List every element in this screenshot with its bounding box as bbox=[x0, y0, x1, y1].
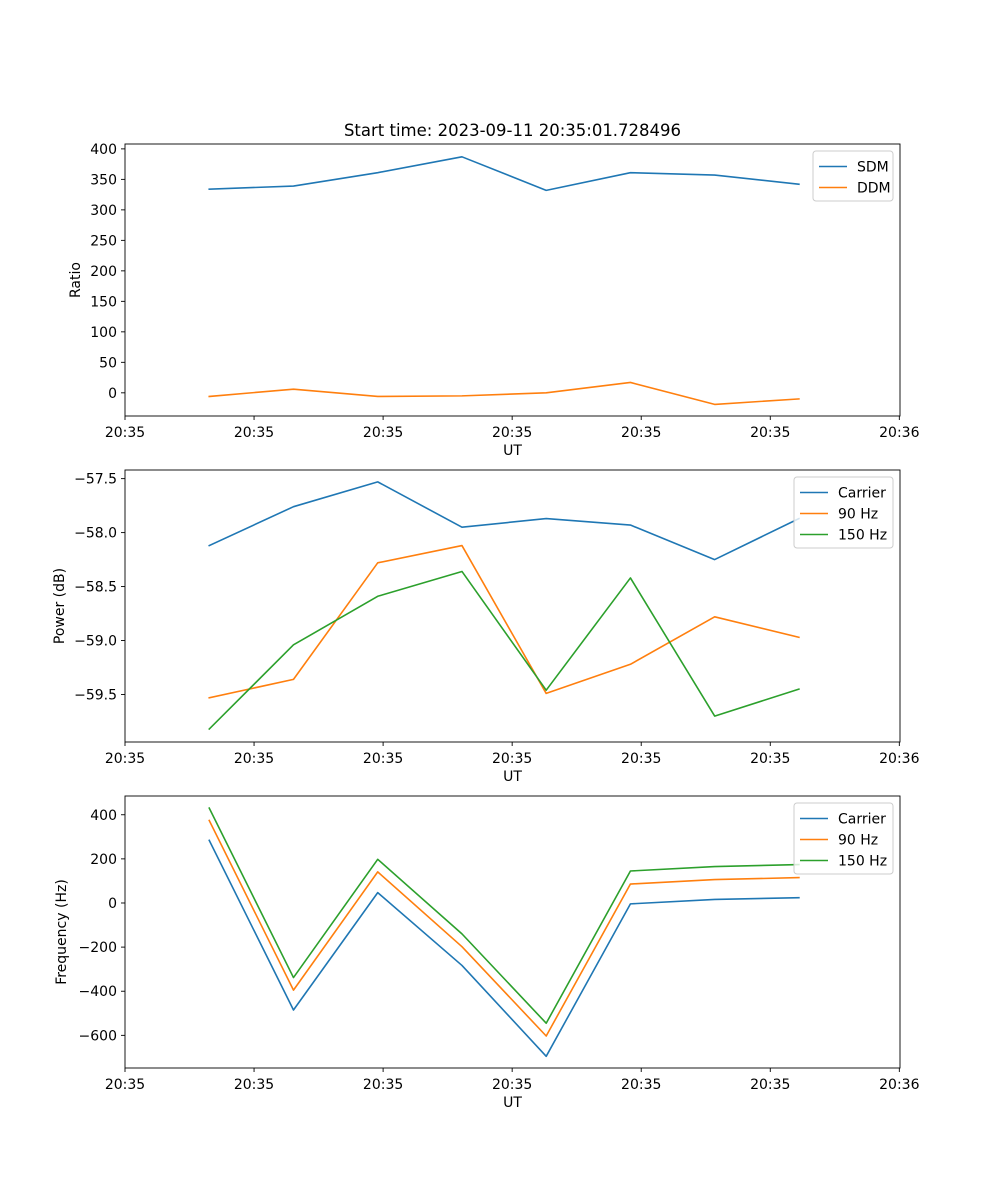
y-tick-label: 100 bbox=[90, 325, 117, 341]
y-tick-label: 300 bbox=[90, 203, 117, 219]
x-tick-label: 20:35 bbox=[363, 425, 403, 441]
y-axis-label: Power (dB) bbox=[52, 568, 68, 644]
series-line-carrier bbox=[208, 839, 800, 1058]
legend-entry-label: 150 Hz bbox=[838, 854, 887, 870]
x-tick-label: 20:35 bbox=[105, 751, 145, 767]
legend-entry-label: 90 Hz bbox=[838, 833, 878, 849]
legend-entry-label: 90 Hz bbox=[838, 507, 878, 523]
legend-box bbox=[793, 476, 894, 549]
series-line-90-hz bbox=[208, 819, 800, 1037]
y-tick-label: 50 bbox=[99, 355, 117, 371]
y-tick-label: −200 bbox=[79, 940, 117, 956]
x-tick-label: 20:35 bbox=[234, 425, 274, 441]
legend-box bbox=[793, 802, 894, 875]
frequency-panel: 20:35 20:35 20:35 20:35 20:35 20:35 20:36 −600 −… bbox=[54, 795, 920, 1111]
series-line-150-hz bbox=[208, 570, 800, 731]
y-tick-label: 400 bbox=[90, 808, 117, 824]
y-tick-label: 150 bbox=[90, 294, 117, 310]
y-axis-label: Ratio bbox=[68, 262, 84, 298]
x-axis-label: UT bbox=[503, 1095, 522, 1111]
axes-frame bbox=[124, 469, 901, 743]
x-tick-label: 20:35 bbox=[621, 425, 661, 441]
x-axis-label: UT bbox=[503, 443, 522, 459]
x-tick-label: 20:36 bbox=[879, 1077, 919, 1093]
power-panel: 20:35 20:35 20:35 20:35 20:35 20:35 20:36 −59.5… bbox=[52, 469, 920, 785]
x-tick-label: 20:35 bbox=[492, 1077, 532, 1093]
legend-entry-label: Carrier bbox=[838, 812, 886, 828]
y-tick-label: 200 bbox=[90, 852, 117, 868]
x-tick-label: 20:35 bbox=[750, 425, 790, 441]
y-tick-label: −58.0 bbox=[74, 526, 117, 542]
series-line-sdm bbox=[208, 156, 800, 192]
x-tick-label: 20:35 bbox=[492, 425, 532, 441]
x-tick-label: 20:35 bbox=[105, 425, 145, 441]
legend-entry-label: 150 Hz bbox=[838, 528, 887, 544]
y-tick-label: −59.0 bbox=[74, 634, 117, 650]
y-tick-label: −59.5 bbox=[74, 688, 117, 704]
series-line-carrier bbox=[208, 481, 800, 561]
x-tick-label: 20:35 bbox=[234, 751, 274, 767]
x-tick-label: 20:36 bbox=[879, 425, 919, 441]
x-tick-label: 20:35 bbox=[105, 1077, 145, 1093]
x-tick-label: 20:35 bbox=[363, 1077, 403, 1093]
y-axis-label: Frequency (Hz) bbox=[54, 879, 70, 985]
axes-frame bbox=[124, 143, 901, 417]
axes-frame bbox=[124, 795, 901, 1069]
x-tick-label: 20:36 bbox=[879, 751, 919, 767]
y-tick-label: −57.5 bbox=[74, 472, 117, 488]
x-tick-label: 20:35 bbox=[492, 751, 532, 767]
x-axis-label: UT bbox=[503, 769, 522, 785]
y-tick-label: 400 bbox=[90, 142, 117, 158]
y-tick-label: −600 bbox=[79, 1028, 117, 1044]
series-line-ddm bbox=[208, 381, 800, 406]
legend-box bbox=[812, 150, 894, 202]
y-tick-label: 0 bbox=[108, 386, 117, 402]
y-tick-label: 200 bbox=[90, 264, 117, 280]
x-tick-label: 20:35 bbox=[621, 1077, 661, 1093]
y-tick-label: 350 bbox=[90, 172, 117, 188]
series-line-90-hz bbox=[208, 544, 800, 699]
y-tick-label: −400 bbox=[79, 984, 117, 1000]
y-tick-label: 0 bbox=[108, 896, 117, 912]
chart-title: Start time: 2023-09-11 20:35:01.728496 bbox=[344, 121, 681, 140]
y-tick-label: −58.5 bbox=[74, 580, 117, 596]
y-tick-label: 250 bbox=[90, 233, 117, 249]
legend-entry-label: DDM bbox=[857, 181, 891, 197]
x-tick-label: 20:35 bbox=[750, 751, 790, 767]
series-line-150-hz bbox=[208, 807, 800, 1025]
x-tick-label: 20:35 bbox=[621, 751, 661, 767]
legend-entry-label: SDM bbox=[857, 160, 889, 176]
legend-entry-label: Carrier bbox=[838, 486, 886, 502]
x-tick-label: 20:35 bbox=[363, 751, 403, 767]
x-tick-label: 20:35 bbox=[750, 1077, 790, 1093]
x-tick-label: 20:35 bbox=[234, 1077, 274, 1093]
ratio-panel: Start time: 2023-09-11 20:35:01.728496 20… bbox=[68, 121, 920, 459]
